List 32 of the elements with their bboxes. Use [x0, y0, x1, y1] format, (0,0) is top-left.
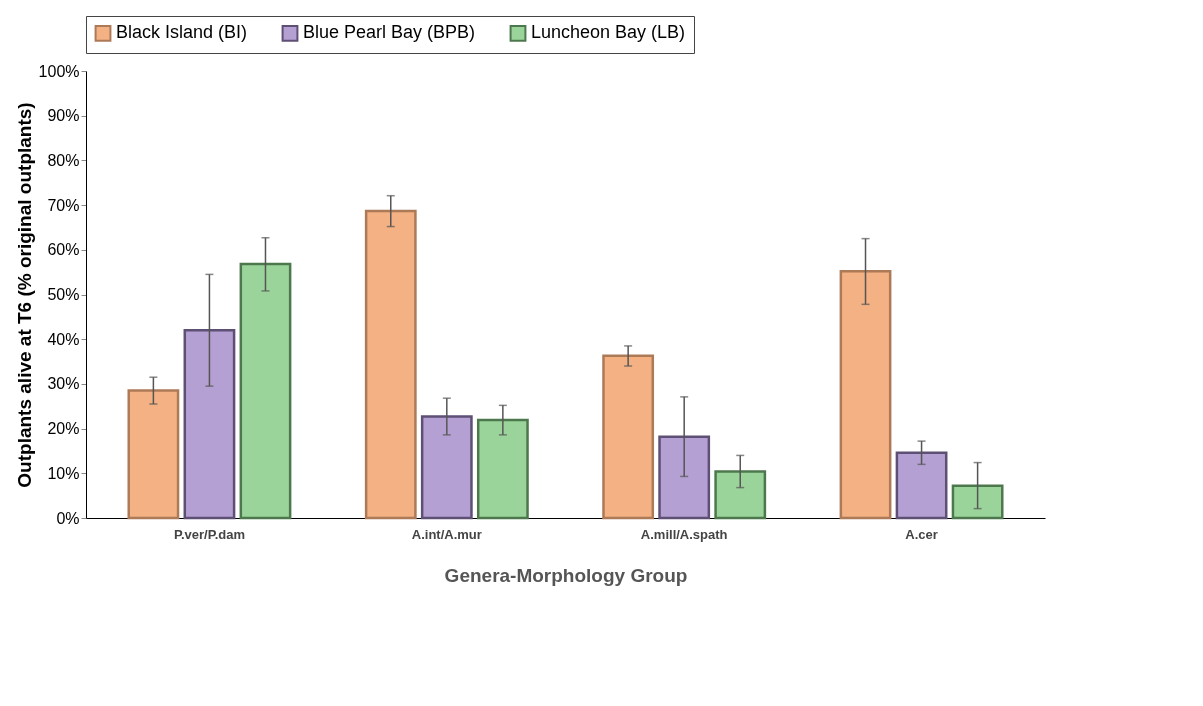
bar — [127, 389, 180, 520]
x-tick-label: A.int/A.mur — [411, 526, 482, 542]
y-tick-label: 10% — [47, 464, 80, 482]
x-axis-title: Genera-Morphology Group — [444, 564, 688, 586]
bar — [476, 418, 529, 520]
y-tick-label: 90% — [47, 107, 80, 125]
y-tick-label: 40% — [47, 330, 80, 348]
bar — [839, 270, 892, 520]
y-tick-label: 80% — [47, 151, 80, 169]
y-tick-label: 0% — [56, 509, 80, 527]
y-tick-label: 60% — [47, 241, 80, 259]
y-tick-label: 30% — [47, 375, 80, 393]
bar — [602, 354, 655, 520]
bar — [239, 262, 292, 520]
y-tick-label: 50% — [47, 286, 80, 303]
bar — [364, 209, 417, 520]
y-tick-label: 20% — [47, 420, 80, 438]
y-tick-label: 100% — [38, 62, 80, 80]
y-axis-title: Outplants alive at T6 (% original outplants) — [13, 102, 35, 488]
y-tick-label: 70% — [47, 196, 80, 214]
bar — [658, 435, 711, 520]
legend-label: Black Island (BI) — [116, 22, 248, 43]
bar — [895, 451, 948, 520]
bar — [951, 484, 1004, 520]
legend-label: Blue Pearl Bay (BPB) — [303, 22, 476, 43]
bar — [183, 329, 236, 520]
x-tick-label: P.ver/P.dam — [173, 526, 245, 542]
x-tick-label: A.mill/A.spath — [640, 526, 728, 542]
legend-label: Luncheon Bay (LB) — [531, 22, 686, 43]
bar — [714, 470, 767, 520]
bar — [420, 415, 473, 520]
x-tick-label: A.cer — [905, 526, 938, 542]
